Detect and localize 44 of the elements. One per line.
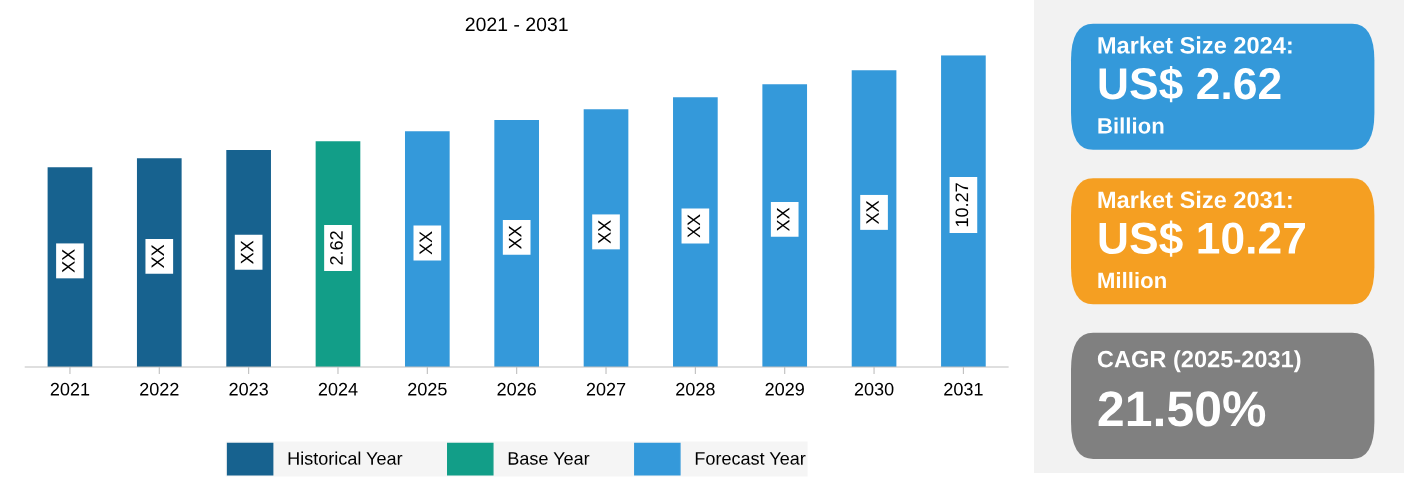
bar [851,70,897,368]
annotation: XX [151,244,164,268]
text: CAGR (2025-2031) [1097,350,1301,373]
legend-label: Historical Year [288,451,403,465]
annotation: 2.62 [330,231,343,265]
annotation: 10.27 [955,183,969,227]
text: Market Size 2024: [1098,36,1292,54]
legend-label: Base Year [508,452,590,465]
text: Market Size 2031: [1098,190,1292,209]
legend-label: Forecast Year [695,452,806,465]
x-tick-label: 2023 [229,382,268,396]
annotation: XX [419,231,432,255]
text: US$ 2.62 [1099,66,1281,103]
x-tick-label: 2024 [318,382,358,396]
annotation: XX [240,240,254,264]
annotation: XX [776,207,790,232]
chart-title: 2021 - 2031 [465,17,568,32]
bar [494,120,540,368]
bar [47,167,93,368]
bar [404,131,450,368]
x-tick-label: 2021 [50,382,90,396]
text: Billion [1098,117,1164,134]
x-tick-label: 2028 [676,382,715,396]
x-tick-label: 2022 [140,382,179,396]
x-tick-label: 2029 [765,382,804,396]
x-tick-label: 2031 [944,382,983,396]
x-tick-label: 2026 [497,382,536,396]
bar [583,109,629,368]
x-tick-label: 2027 [586,382,626,396]
annotation: XX [866,200,879,225]
annotation: XX [508,225,522,249]
text: US$ 10.27 [1099,220,1305,257]
annotation: XX [62,249,75,273]
text: Million [1098,271,1166,289]
annotation: XX [687,214,701,238]
bar [136,158,182,368]
x-tick-label: 2030 [854,382,894,396]
annotation: XX [598,220,611,244]
text: 21.50% [1098,391,1266,427]
bar [226,150,271,368]
bar [941,55,986,368]
bar [673,97,718,368]
bar [762,84,808,368]
x-tick-label: 2025 [408,382,447,396]
